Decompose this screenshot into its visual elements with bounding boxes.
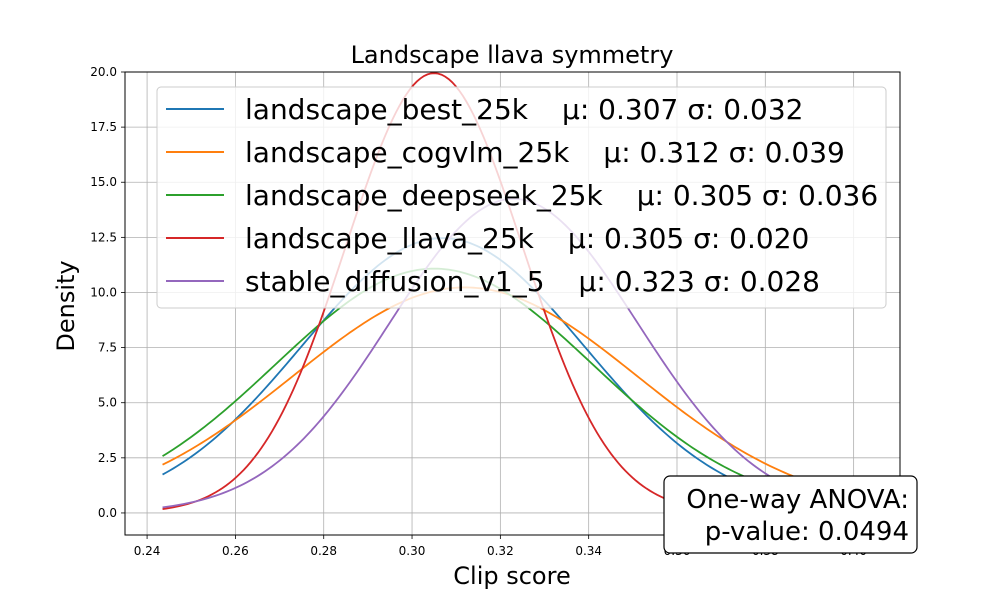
chart-title: Landscape llava symmetry [351, 41, 674, 69]
plot-frame [124, 71, 901, 536]
y-axis-label: Density [52, 260, 80, 351]
x-tick-label: 0.32 [487, 544, 514, 558]
legend-entry-landscape-cogvlm-25k: landscape_cogvlm_25k μ: 0.312 σ: 0.039 [245, 136, 845, 169]
legend-series-name: landscape_deepseek_25k [245, 179, 603, 212]
y-tick-label: 0.0 [98, 506, 117, 520]
y-tick-label: 10.0 [90, 285, 117, 299]
x-tick-label: 0.26 [222, 544, 249, 558]
x-tick-label: 0.34 [575, 544, 602, 558]
anova-box [663, 475, 918, 554]
y-axis: 0.0 2.5 5.0 7.5 10.0 12.5 15.0 17.5 20.0 [90, 65, 125, 520]
legend-series-stats: μ: 0.305 σ: 0.036 [637, 179, 878, 212]
anova-title: One-way ANOVA: [686, 485, 909, 515]
legend-entry-landscape-deepseek-25k: landscape_deepseek_25k μ: 0.305 σ: 0.036 [245, 179, 878, 212]
legend-entry-landscape-llava-25k: landscape_llava_25k μ: 0.305 σ: 0.020 [245, 222, 809, 255]
legend-series-name: landscape_best_25k [245, 93, 529, 126]
x-tick-label: 0.28 [310, 544, 337, 558]
legend-entry-landscape-best-25k: landscape_best_25k μ: 0.307 σ: 0.032 [245, 93, 803, 126]
x-axis-label: Clip score [453, 562, 570, 590]
anova-pvalue: p-value: 0.0494 [705, 517, 909, 547]
y-tick-label: 12.5 [90, 230, 117, 244]
legend: landscape_best_25k μ: 0.307 σ: 0.032lands… [156, 86, 887, 309]
y-tick-label: 5.0 [98, 396, 117, 410]
legend-series-name: landscape_llava_25k [245, 222, 535, 255]
legend-series-name: landscape_cogvlm_25k [245, 136, 570, 169]
x-tick-label: 0.30 [399, 544, 426, 558]
x-tick-label: 0.24 [134, 544, 161, 558]
anova-annotation: One-way ANOVA: p-value: 0.0494 [663, 475, 918, 554]
legend-entry-stable-diffusion-v1-5: stable_diffusion_v1_5 μ: 0.323 σ: 0.028 [245, 265, 820, 298]
legend-series-stats: μ: 0.305 σ: 0.020 [568, 222, 809, 255]
y-tick-label: 2.5 [98, 451, 117, 465]
legend-series-stats: μ: 0.312 σ: 0.039 [603, 136, 844, 169]
series-line-landscape-cogvlm-25k [162, 286, 870, 500]
legend-series-stats: μ: 0.323 σ: 0.028 [579, 265, 820, 298]
legend-series-name: stable_diffusion_v1_5 [245, 265, 545, 298]
legend-box [156, 86, 887, 309]
y-tick-label: 15.0 [90, 175, 117, 189]
legend-series-stats: μ: 0.307 σ: 0.032 [562, 93, 803, 126]
y-tick-label: 17.5 [90, 120, 117, 134]
y-tick-label: 7.5 [98, 341, 117, 355]
y-tick-label: 20.0 [90, 65, 117, 79]
